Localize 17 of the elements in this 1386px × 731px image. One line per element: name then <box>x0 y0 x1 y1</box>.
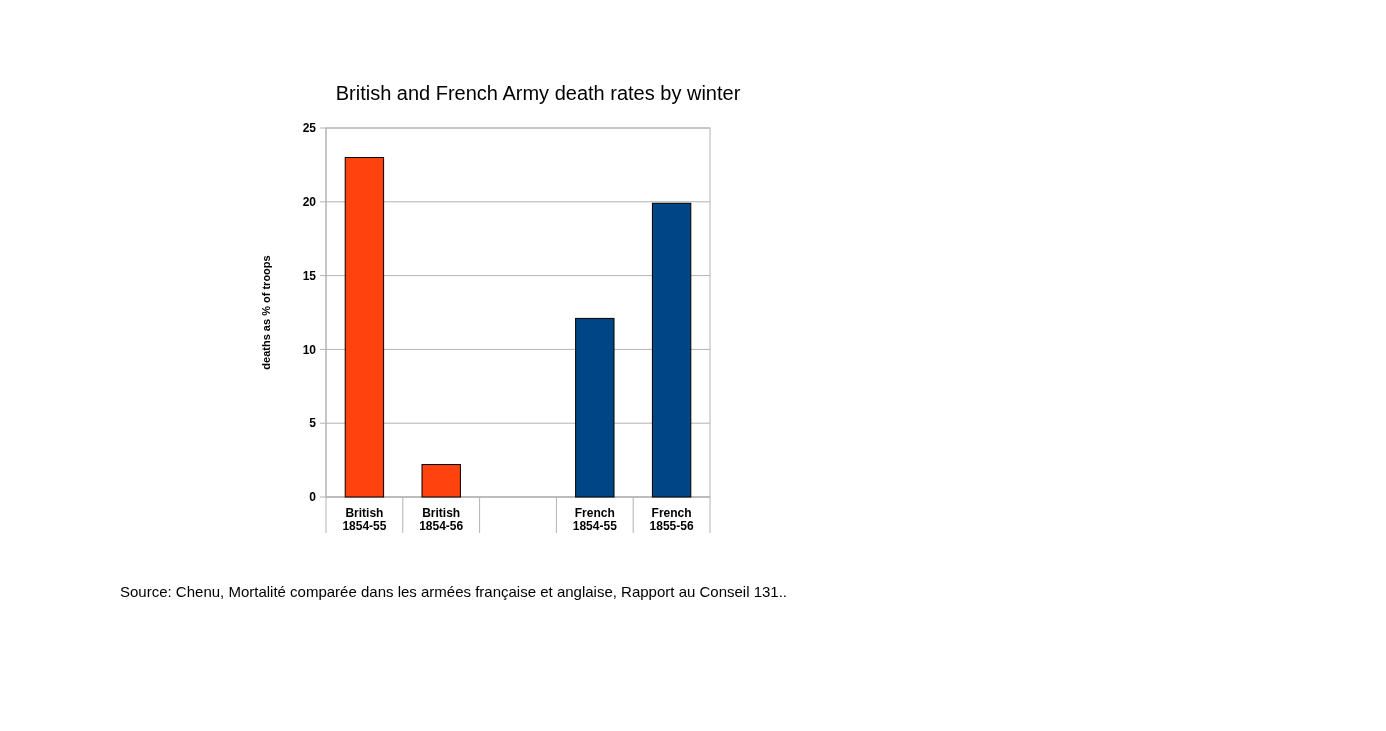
bar <box>344 157 385 498</box>
bar <box>651 202 692 498</box>
x-tick-label: French 1855-56 <box>649 506 694 533</box>
y-tick-label: 10 <box>302 342 317 357</box>
y-tick-label: 15 <box>302 268 317 283</box>
bar <box>421 464 461 498</box>
y-tick-label: 20 <box>302 195 317 209</box>
source-note: Source: Chenu, Mortalité comparée dans les armées française et anglaise, Rapport au Conseil 131.. <box>120 583 788 600</box>
y-tick-label: 25 <box>302 121 317 136</box>
x-tick-label: British 1854-55 <box>342 506 387 533</box>
y-axis-title: deaths as % of troops <box>260 255 272 370</box>
y-tick-label: 5 <box>309 416 317 431</box>
x-tick-label: French 1854-55 <box>572 506 618 533</box>
chart-title: British and French Army death rates by winter <box>335 82 741 104</box>
x-tick-label: British 1854-56 <box>419 506 464 533</box>
bar <box>575 317 615 498</box>
y-tick-label: 0 <box>309 490 317 505</box>
